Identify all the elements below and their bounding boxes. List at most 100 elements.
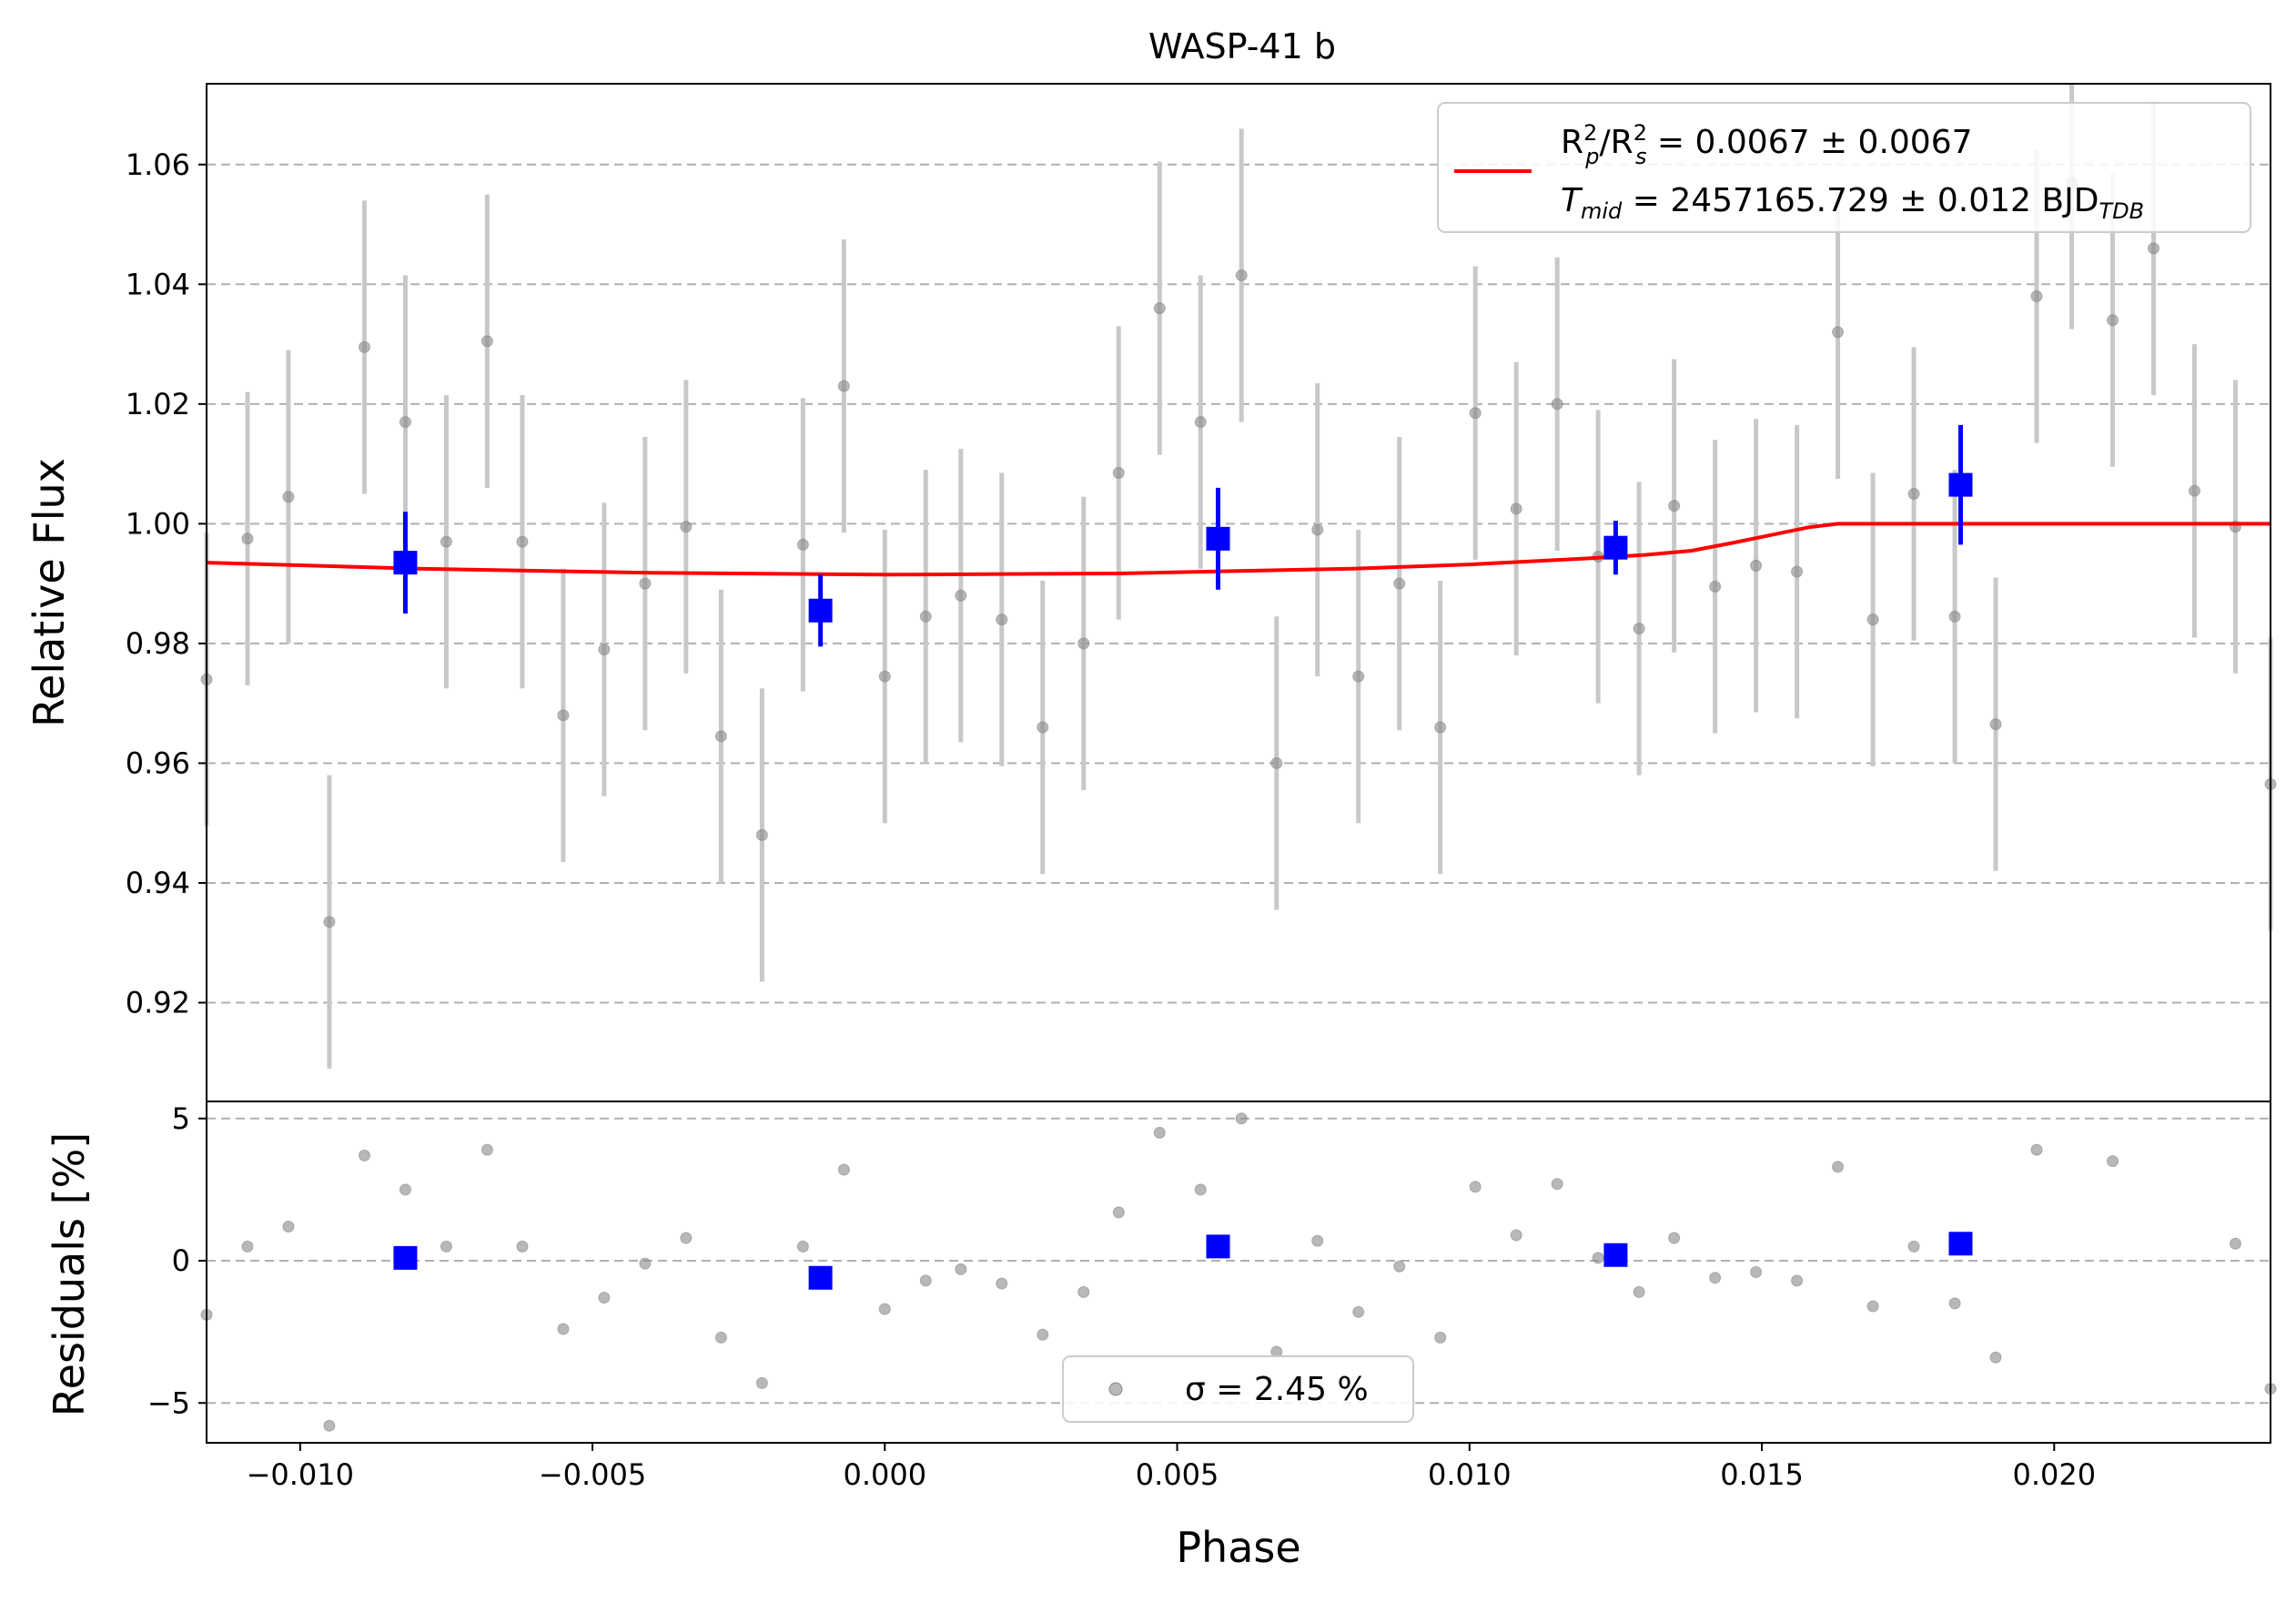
residual-point	[919, 1274, 932, 1287]
residual-binned-point	[393, 1245, 418, 1270]
top-data-point	[2030, 289, 2043, 302]
legend-sigma-text: σ = 2.45 %	[1185, 1371, 1369, 1408]
top-binned-point	[1948, 472, 1973, 497]
residual-point	[1709, 1272, 1722, 1284]
residual-point	[2229, 1237, 2241, 1250]
top-data-point	[796, 538, 809, 551]
x-axis-label: Phase	[1176, 1523, 1300, 1572]
top-data-point	[837, 380, 850, 392]
top-y-tick-label: 0.96	[126, 746, 190, 780]
top-data-point	[1112, 466, 1125, 479]
residual-point	[557, 1323, 570, 1335]
bottom-y-tick-label: 5	[172, 1101, 190, 1136]
top-data-point	[1153, 302, 1166, 315]
residual-point	[1153, 1126, 1166, 1139]
x-tick-label: 0.020	[2012, 1457, 2096, 1492]
top-y-axis-label: Relative Flux	[25, 458, 74, 727]
bottom-y-axis-label: Residuals [%]	[45, 1132, 94, 1416]
bottom-y-tick-label: −5	[147, 1385, 190, 1420]
top-data-point	[1235, 269, 1248, 281]
top-data-point	[955, 589, 967, 602]
residual-legend-box	[1062, 1355, 1414, 1423]
top-y-tick-label: 0.94	[126, 866, 190, 900]
top-data-point	[996, 614, 1008, 626]
top-data-point	[1832, 326, 1845, 339]
residual-point	[1989, 1351, 2002, 1364]
top-data-point	[1907, 487, 1920, 500]
bottom-panel: −5 0 5 −0.010 −0.005 0.000 0.005 0.010 0.015 0.0…	[45, 1101, 2277, 1572]
residual-point	[1352, 1305, 1365, 1318]
residual-point	[1077, 1285, 1090, 1298]
top-data-point	[282, 491, 295, 503]
top-y-tick-label: 1.02	[126, 387, 190, 421]
residual-point	[1866, 1300, 1879, 1313]
bottom-y-tick-label: 0	[172, 1243, 190, 1278]
residual-point	[2030, 1143, 2043, 1156]
residual-point	[1235, 1112, 1248, 1125]
top-data-point	[1668, 500, 1681, 512]
top-y-tick-label: 1.00	[126, 506, 190, 541]
top-data-point	[1989, 718, 2002, 731]
residual-point	[516, 1240, 529, 1253]
top-data-point	[557, 709, 570, 722]
bottom-gridlines	[207, 1117, 2271, 1405]
top-data-point	[1037, 721, 1049, 734]
residual-point	[1510, 1229, 1522, 1242]
top-y-tick-label: 1.04	[126, 267, 190, 301]
residual-point	[714, 1331, 727, 1344]
top-data-point	[480, 335, 493, 348]
legend-model-line-2: Tmid = 2457165.729 ± 0.012 BJDTDB	[1561, 182, 2144, 224]
top-binned-point	[1603, 535, 1628, 560]
top-data-point	[1077, 637, 1090, 650]
residual-point	[1469, 1181, 1482, 1193]
top-panel: 0.92 0.94 0.96 0.98 1.00 1.02 1.04 1.06 Relativ…	[25, 83, 2277, 1102]
top-data-point	[1791, 565, 1804, 578]
residual-binned-point	[808, 1265, 833, 1290]
residual-legend: σ = 2.45 %	[1062, 1355, 1414, 1423]
residual-point	[480, 1143, 493, 1156]
top-data-point	[1866, 614, 1879, 626]
residual-point	[1112, 1206, 1125, 1219]
top-data-point	[1510, 502, 1522, 515]
residual-point	[755, 1376, 768, 1389]
residual-point	[1551, 1178, 1563, 1191]
residual-point	[323, 1419, 336, 1432]
residual-point	[1592, 1252, 1604, 1264]
top-data-point	[1750, 559, 1763, 572]
top-data-point	[358, 340, 370, 353]
top-data-point	[323, 916, 336, 928]
residual-point	[796, 1240, 809, 1253]
x-tick-label: 0.005	[1136, 1457, 1219, 1492]
top-y-tick-label: 0.92	[126, 985, 190, 1020]
residual-point	[1832, 1161, 1845, 1173]
top-data-point	[1393, 577, 1406, 590]
residual-point	[1434, 1331, 1447, 1344]
top-data-point	[714, 730, 727, 743]
bottom-residual-points	[200, 1112, 2277, 1432]
legend-residual-swatch	[1108, 1382, 1123, 1396]
top-legend-box	[1437, 102, 2251, 233]
top-data-point	[241, 533, 254, 545]
x-tick-label: −0.010	[247, 1457, 354, 1492]
residual-point	[996, 1277, 1008, 1290]
residual-point	[955, 1263, 967, 1275]
top-data-point	[1311, 523, 1324, 536]
top-data-point	[2148, 242, 2160, 255]
top-data-point	[755, 828, 768, 841]
residual-binned-point	[1948, 1232, 1973, 1256]
residual-point	[358, 1149, 370, 1162]
x-tick-label: 0.000	[843, 1457, 926, 1492]
residual-point	[241, 1240, 254, 1253]
top-binned-point	[808, 598, 833, 623]
x-ticks: −0.010 −0.005 0.000 0.005 0.010 0.015 0.020	[247, 1443, 2096, 1492]
top-data-point	[919, 610, 932, 623]
residual-point	[282, 1221, 295, 1233]
bottom-y-ticks: −5 0 5	[147, 1101, 207, 1420]
top-data-point	[399, 416, 411, 429]
residual-point	[680, 1232, 693, 1244]
residual-point	[598, 1292, 611, 1304]
x-tick-label: 0.010	[1428, 1457, 1512, 1492]
top-data-point	[680, 521, 693, 533]
top-data-point	[1948, 610, 1961, 623]
transit-model-line	[206, 522, 2271, 577]
